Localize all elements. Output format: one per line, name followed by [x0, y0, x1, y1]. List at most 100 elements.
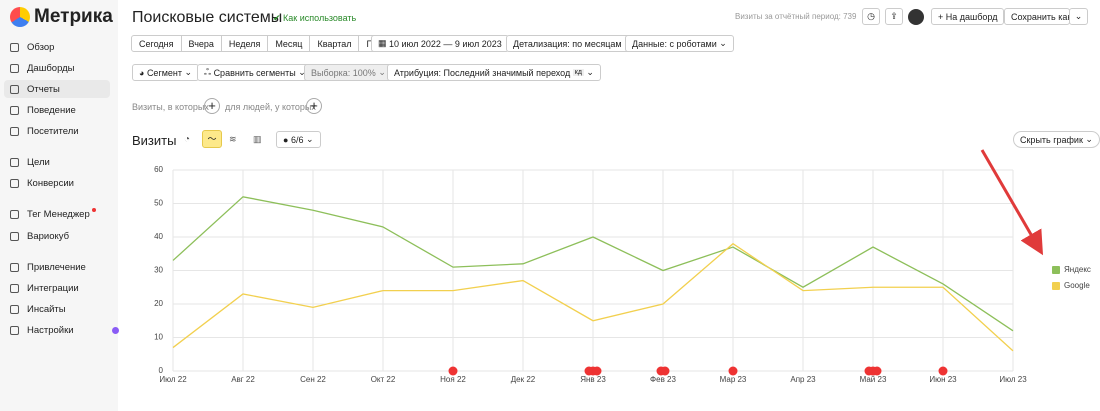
add-visit-filter[interactable]: +: [204, 98, 220, 114]
segment-button[interactable]: ◕ Сегмент ⌄: [132, 64, 200, 81]
badge-dot: [91, 208, 96, 212]
nav-icon: [10, 283, 19, 293]
event-marker[interactable]: [872, 366, 882, 376]
to-dashboard-text: На дашборд: [945, 11, 998, 22]
sample-button[interactable]: Выборка: 100% ⌄: [304, 64, 393, 81]
nav-item[interactable]: Конверсии: [10, 174, 74, 192]
to-dashboard[interactable]: + На дашборд: [931, 8, 1005, 25]
hide-chart-text: Скрыть график: [1020, 134, 1083, 145]
chart-type-line[interactable]: 〜: [202, 130, 222, 148]
nav-item[interactable]: Интеграции: [10, 279, 79, 297]
x-tick-label: Сен 22: [300, 375, 326, 384]
event-marker[interactable]: [728, 366, 738, 376]
period-button[interactable]: Неделя: [220, 35, 269, 52]
nav-item[interactable]: Поведение: [10, 101, 76, 119]
legend-item[interactable]: Google: [1052, 281, 1090, 290]
attribution-button[interactable]: Атрибуция: Последний значимый переход кд…: [387, 64, 601, 81]
nav-item[interactable]: Инсайты: [10, 300, 66, 318]
nav-item[interactable]: Обзор: [10, 38, 54, 56]
period-button[interactable]: Сегодня: [131, 35, 182, 52]
badge-dot: [111, 326, 119, 334]
chart-type-bar[interactable]: ▥: [253, 134, 262, 144]
hide-chart[interactable]: Скрыть график ⌄: [1013, 131, 1100, 148]
detail-text: Детализация: по месяцам: [513, 38, 622, 49]
legend-swatch: [1052, 282, 1060, 290]
add-people-filter[interactable]: +: [306, 98, 322, 114]
logo[interactable]: Метрика: [10, 6, 113, 28]
x-tick-label: Май 23: [860, 375, 887, 384]
visits-value: 739: [843, 12, 857, 21]
legend-swatch: [1052, 266, 1060, 274]
x-tick-label: Авг 22: [231, 375, 255, 384]
export-button[interactable]: ⇪: [885, 8, 903, 25]
visits-total: Визиты за отчётный период: 739: [735, 12, 856, 21]
series-line: [172, 242, 1014, 352]
nav-icon: [10, 42, 19, 52]
series-line: [172, 196, 1014, 332]
y-tick-label: 20: [154, 299, 163, 308]
nav-label: Посетители: [27, 125, 79, 137]
x-tick-label: Июл 22: [159, 375, 187, 384]
nav-item[interactable]: Отчеты: [4, 80, 110, 98]
compare-button[interactable]: ஃ Сравнить сегменты ⌄: [197, 64, 313, 81]
save-as[interactable]: Сохранить как: [1004, 8, 1072, 25]
nav-label: Дашборды: [27, 62, 75, 74]
history-button[interactable]: ◷: [862, 8, 880, 25]
visits-where: Визиты, в которых: [132, 102, 209, 112]
nav-label: Конверсии: [27, 177, 74, 189]
nav-item[interactable]: Тег Менеджер: [10, 205, 96, 223]
period-group: СегодняВчераНеделяМесяцКварталГод: [131, 35, 389, 52]
nav-icon: [10, 325, 19, 335]
nav-label: Цели: [27, 156, 50, 168]
nav-label: Отчеты: [27, 83, 60, 95]
series-select-text: 6/6: [290, 134, 304, 145]
annotation-arrow: [980, 149, 1044, 256]
event-marker[interactable]: [938, 366, 948, 376]
visits-label: Визиты за отчётный период:: [735, 12, 841, 21]
nav-item[interactable]: Настройки: [10, 321, 119, 339]
nav-label: Интеграции: [27, 282, 79, 294]
nav-item[interactable]: Привлечение: [10, 258, 86, 276]
data-select[interactable]: Данные: с роботами ⌄: [625, 35, 734, 52]
nav-label: Инсайты: [27, 303, 66, 315]
legend-item[interactable]: Яндекс: [1052, 265, 1091, 274]
nav-icon: [10, 209, 19, 219]
nav-item[interactable]: Посетители: [10, 122, 79, 140]
nav-item[interactable]: Цели: [10, 153, 50, 171]
y-tick-label: 40: [154, 232, 163, 241]
x-tick-label: Фев 23: [650, 375, 676, 384]
series-select[interactable]: ● 6/6 ⌄: [276, 131, 321, 148]
nav-label: Поведение: [27, 104, 76, 116]
nav-item[interactable]: Вариокуб: [10, 227, 69, 245]
x-tick-label: Июл 23: [999, 375, 1027, 384]
nav-item[interactable]: Дашборды: [10, 59, 75, 77]
x-tick-label: Янв 23: [580, 375, 606, 384]
metric-title: Визиты: [132, 133, 177, 148]
period-button[interactable]: Квартал: [309, 35, 360, 52]
event-markers: [448, 366, 948, 376]
x-tick-label: Апр 23: [790, 375, 816, 384]
event-marker[interactable]: [448, 366, 458, 376]
help-link-text: Как использовать: [283, 13, 357, 23]
page-title: Поисковые системы: [132, 9, 283, 26]
save-as-text: Сохранить как: [1011, 11, 1072, 22]
y-tick-label: 30: [154, 266, 163, 275]
y-tick-label: 60: [154, 165, 163, 174]
period-button[interactable]: Месяц: [267, 35, 311, 52]
x-tick-label: Мар 23: [720, 375, 747, 384]
nav-icon: [10, 231, 19, 241]
assistant-button[interactable]: [908, 9, 924, 25]
detail-select[interactable]: Детализация: по месяцам ⌄: [506, 35, 639, 52]
chart-type-area[interactable]: ≋: [229, 134, 237, 144]
compare-text: Сравнить сегменты: [213, 67, 296, 78]
nav-icon: [10, 105, 19, 115]
segment-text: Сегмент: [146, 67, 183, 78]
save-as-menu[interactable]: ⌄: [1069, 8, 1088, 25]
chart-type-pie[interactable]: ◔: [184, 134, 191, 145]
event-marker[interactable]: [660, 366, 670, 376]
help-link[interactable]: ✔ Как использовать: [273, 13, 357, 23]
period-button[interactable]: Вчера: [180, 35, 222, 52]
event-marker[interactable]: [592, 366, 602, 376]
date-range[interactable]: ▦ 10 июл 2022 — 9 июл 2023: [371, 35, 509, 52]
